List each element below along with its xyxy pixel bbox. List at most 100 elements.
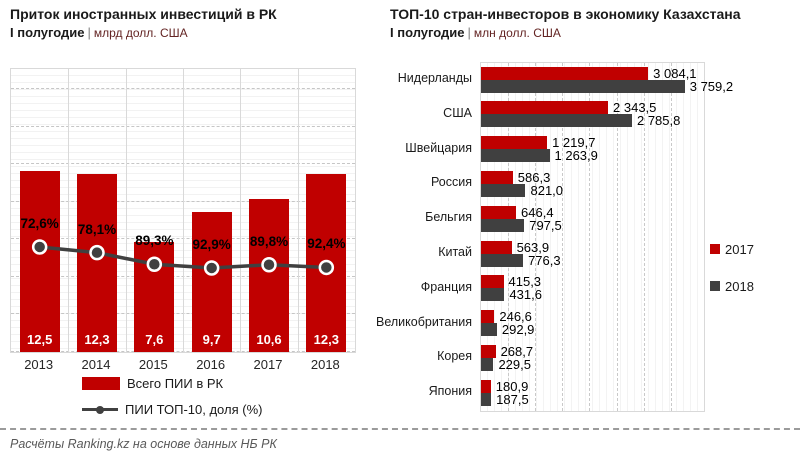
category-separator — [125, 69, 127, 352]
left-chart-title: Приток иностранных инвестиций в РК — [10, 6, 277, 22]
y-axis-label-Корея: Корея — [437, 349, 472, 364]
hbar-2018-Швейцария — [481, 149, 550, 163]
hbar-2018-Корея — [481, 357, 494, 371]
hbar-value-label: 268,7 — [500, 343, 534, 359]
hbar-value-label: 180,9 — [495, 378, 529, 394]
x-axis-label-2018: 2018 — [310, 357, 340, 372]
hbar-2018-Китай — [481, 253, 524, 267]
bar-value-label: 9,7 — [202, 332, 221, 347]
hbar-value-label: 3 084,1 — [653, 65, 697, 81]
hbar-2017-Япония — [481, 379, 491, 393]
category-separator — [68, 69, 70, 352]
left-plot-area: 12,5 12,3 7,6 9,7 10,6 12,3 72,6% 78,1% 89,3% 92,… — [10, 68, 356, 353]
gridline-vertical — [562, 63, 564, 411]
gridline-vertical — [508, 63, 510, 411]
line-point-label: 92,9% — [192, 236, 231, 252]
gridline-vertical — [616, 63, 618, 411]
left-chart-subtitle: I полугодие | млрд долл. США — [10, 25, 380, 40]
hbar-value-label: 431,6 — [509, 287, 542, 303]
hbar-value-label: 292,9 — [501, 322, 535, 338]
y-axis-label-Нидерланды: Нидерланды — [397, 71, 472, 85]
line-point-label: 89,8% — [249, 233, 289, 249]
y-axis-label-Швейцария: Швейцария — [405, 140, 472, 155]
bar-value-label: 10,6 — [256, 332, 282, 347]
hbar-value-label: 187,5 — [496, 391, 529, 407]
right-chart-period: I полугодие — [390, 25, 465, 40]
hbar-2018-Россия — [481, 183, 526, 197]
legend-item-bars: Всего ПИИ в РК — [82, 375, 262, 392]
hbar-2017-Нидерланды — [481, 66, 649, 80]
fdi-bar-2015: 7,6 — [134, 241, 175, 352]
hbar-value-label: 3 759,2 — [689, 78, 734, 94]
gridline-vertical — [589, 63, 591, 411]
hbar-2017-Россия — [481, 170, 513, 184]
hbar-2018-Нидерланды — [481, 79, 685, 93]
right-chart-subtitle: I полугодие | млн долл. США — [390, 25, 790, 40]
hbar-value-label: 586,3 — [517, 169, 551, 185]
hbar-2017-Бельгия — [481, 205, 517, 219]
bar-series-swatch — [82, 377, 120, 390]
right-legend: 2017 2018 — [710, 241, 754, 294]
hbar-value-label: 415,3 — [508, 274, 542, 290]
hbar-2017-Франция — [481, 275, 504, 289]
hbar-2018-Япония — [481, 392, 492, 406]
y-axis-label-США: США — [443, 105, 472, 120]
series-2018-swatch — [710, 281, 720, 291]
fdi-bar-2016: 9,7 — [191, 211, 232, 352]
hbar-value-label: 246,6 — [499, 309, 532, 325]
gridline-vertical — [670, 63, 672, 411]
y-axis-label-Китай: Китай — [438, 245, 472, 259]
fdi-bar-2018: 12,3 — [306, 173, 347, 352]
legend-item-line: ПИИ ТОП-10, доля (%) — [82, 401, 262, 418]
right-chart-header: ТОП-10 стран-инвесторов в экономику Каза… — [390, 5, 790, 40]
x-axis-label-2013: 2013 — [24, 357, 54, 372]
hbar-2017-Корея — [481, 344, 496, 358]
series-2017-swatch — [710, 244, 720, 254]
left-chart-header: Приток иностранных инвестиций в РК I пол… — [10, 5, 380, 40]
hbar-2018-Великобритания — [481, 323, 497, 337]
footer-divider — [0, 428, 800, 430]
y-axis-label-Россия: Россия — [431, 175, 472, 190]
hbar-2018-Бельгия — [481, 218, 525, 232]
x-axis-label-2017: 2017 — [253, 357, 283, 372]
fdi-bar-2014: 12,3 — [77, 173, 117, 352]
line-point-label: 92,4% — [307, 236, 346, 252]
legend-label: Всего ПИИ в РК — [127, 376, 224, 391]
legend-label: 2017 — [725, 241, 754, 257]
left-chart-period: I полугодие — [10, 25, 85, 40]
line-point-label: 78,1% — [77, 221, 117, 237]
category-separator — [240, 69, 242, 352]
legend-label: 2018 — [725, 278, 754, 294]
legend-item-2018: 2018 — [710, 278, 754, 294]
line-marker-dot — [96, 405, 104, 414]
right-plot-area: 3 084,1 3 759,2 2 343,5 2 785,8 1 219,7 1 263… — [480, 62, 733, 412]
hbar-2017-Швейцария — [481, 136, 548, 150]
line-point-label: 89,3% — [135, 233, 174, 249]
hbar-2017-Китай — [481, 240, 512, 254]
legend-label: ПИИ ТОП-10, доля (%) — [125, 402, 263, 417]
hbar-value-label: 1 263,9 — [554, 148, 598, 164]
y-axis-label-Япония: Япония — [428, 384, 472, 399]
x-axis-label-2015: 2015 — [138, 357, 168, 372]
hbar-value-label: 821,0 — [530, 182, 564, 198]
fdi-bar-2013: 12,5 — [19, 171, 60, 352]
line-point-label: 72,6% — [20, 215, 59, 231]
right-chart-unit: млн долл. США — [473, 26, 561, 40]
y-axis-label-Франция: Франция — [420, 279, 472, 294]
fdi-bar-2017: 10,6 — [249, 198, 289, 352]
footer-source-note: Расчёты Ranking.kz на основе данных НБ Р… — [10, 437, 277, 451]
bar-value-label: 12,3 — [84, 332, 110, 347]
hbar-value-label: 2 343,5 — [613, 100, 657, 116]
hbar-2017-Великобритания — [481, 310, 495, 324]
hbar-value-label: 797,5 — [529, 217, 562, 233]
x-axis-label-2014: 2014 — [81, 357, 111, 372]
hbar-value-label: 776,3 — [528, 252, 561, 268]
left-x-axis: 2013 2014 2015 2016 2017 2018 — [10, 357, 356, 373]
bar-value-label: 12,5 — [27, 332, 53, 347]
subtitle-separator: | — [87, 25, 91, 40]
line-series-glyph — [82, 405, 118, 414]
left-legend: Всего ПИИ в РК ПИИ ТОП-10, доля (%) — [82, 375, 262, 418]
hbar-value-label: 2 785,8 — [636, 113, 681, 129]
y-axis-label-Бельгия: Бельгия — [425, 210, 472, 225]
